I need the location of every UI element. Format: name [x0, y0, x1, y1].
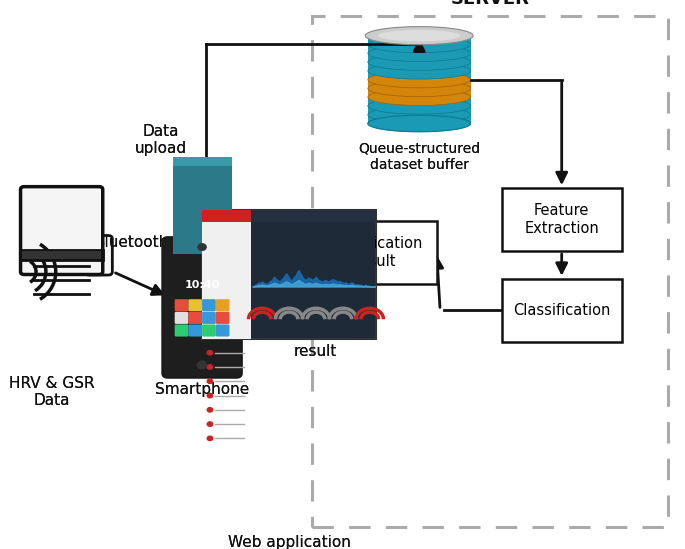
Text: Queue-structured
dataset buffer: Queue-structured dataset buffer	[358, 142, 480, 172]
FancyBboxPatch shape	[175, 324, 188, 337]
Bar	[368, 53, 471, 62]
Bar	[368, 71, 471, 80]
Bar	[368, 115, 471, 124]
FancyBboxPatch shape	[188, 312, 202, 324]
Ellipse shape	[368, 36, 471, 53]
Bar	[501, 188, 621, 251]
Circle shape	[198, 244, 206, 250]
Ellipse shape	[368, 115, 471, 132]
Text: Web application: Web application	[227, 535, 351, 549]
Bar	[173, 157, 232, 166]
FancyBboxPatch shape	[202, 324, 216, 337]
Text: 10:40: 10:40	[184, 281, 220, 290]
Text: SERVER: SERVER	[450, 0, 530, 8]
FancyBboxPatch shape	[202, 312, 216, 324]
Bar	[501, 278, 621, 341]
Text: Classification: Classification	[513, 302, 610, 318]
Text: Returned
result: Returned result	[280, 327, 350, 359]
Ellipse shape	[368, 80, 471, 97]
Ellipse shape	[368, 27, 471, 44]
Bar	[201, 222, 251, 339]
Text: Data
upload: Data upload	[135, 124, 187, 156]
Bar	[21, 250, 103, 260]
FancyBboxPatch shape	[188, 324, 202, 337]
Circle shape	[197, 361, 207, 369]
Bar	[252, 222, 375, 289]
Circle shape	[207, 393, 212, 397]
Ellipse shape	[368, 71, 471, 88]
FancyBboxPatch shape	[202, 299, 216, 311]
Bar	[368, 44, 471, 53]
FancyBboxPatch shape	[216, 324, 229, 337]
Bar	[368, 97, 471, 106]
FancyBboxPatch shape	[175, 312, 188, 324]
Bar	[368, 36, 471, 44]
Circle shape	[207, 365, 212, 369]
Text: Feature
Extraction: Feature Extraction	[524, 203, 599, 236]
Bar	[201, 210, 377, 339]
Text: Bluetooth: Bluetooth	[95, 235, 169, 250]
Bar	[310, 221, 437, 284]
Text: Bluetooth: Bluetooth	[95, 235, 169, 250]
Text: Returned
result: Returned result	[189, 244, 259, 277]
Text: HRV & GSR
Data: HRV & GSR Data	[8, 376, 94, 408]
Ellipse shape	[368, 107, 471, 123]
Text: Smartphone: Smartphone	[155, 382, 249, 396]
FancyBboxPatch shape	[216, 312, 229, 324]
Ellipse shape	[368, 89, 471, 105]
Ellipse shape	[378, 30, 460, 41]
Bar	[251, 210, 377, 222]
Bar	[368, 80, 471, 88]
FancyBboxPatch shape	[85, 236, 112, 275]
Bar	[22, 251, 101, 259]
Circle shape	[207, 379, 212, 383]
Text: Smartphone: Smartphone	[155, 382, 249, 396]
FancyBboxPatch shape	[21, 187, 103, 274]
Bar	[368, 62, 471, 71]
Bar	[368, 106, 471, 115]
Circle shape	[207, 436, 212, 440]
Text: HRV & GSR
Data: HRV & GSR Data	[8, 376, 94, 408]
Ellipse shape	[365, 26, 473, 45]
Text: Returned
result: Returned result	[189, 244, 259, 277]
FancyBboxPatch shape	[216, 299, 229, 311]
FancyBboxPatch shape	[188, 299, 202, 311]
Text: Web application: Web application	[227, 535, 351, 549]
Ellipse shape	[368, 54, 471, 70]
FancyBboxPatch shape	[175, 299, 188, 311]
Circle shape	[207, 407, 212, 412]
Bar	[201, 210, 251, 222]
Circle shape	[207, 350, 212, 355]
Text: Data
upload: Data upload	[135, 124, 187, 156]
Text: Queue-structured
dataset buffer: Queue-structured dataset buffer	[358, 142, 480, 172]
Ellipse shape	[368, 63, 471, 79]
Text: Returned
result: Returned result	[280, 327, 350, 359]
Bar	[173, 157, 232, 254]
Bar	[368, 88, 471, 97]
Ellipse shape	[368, 98, 471, 114]
Ellipse shape	[368, 115, 471, 132]
Text: Classification
Result: Classification Result	[325, 236, 422, 269]
Bar	[312, 16, 668, 527]
FancyBboxPatch shape	[162, 237, 242, 378]
Circle shape	[207, 422, 212, 426]
Ellipse shape	[368, 45, 471, 61]
